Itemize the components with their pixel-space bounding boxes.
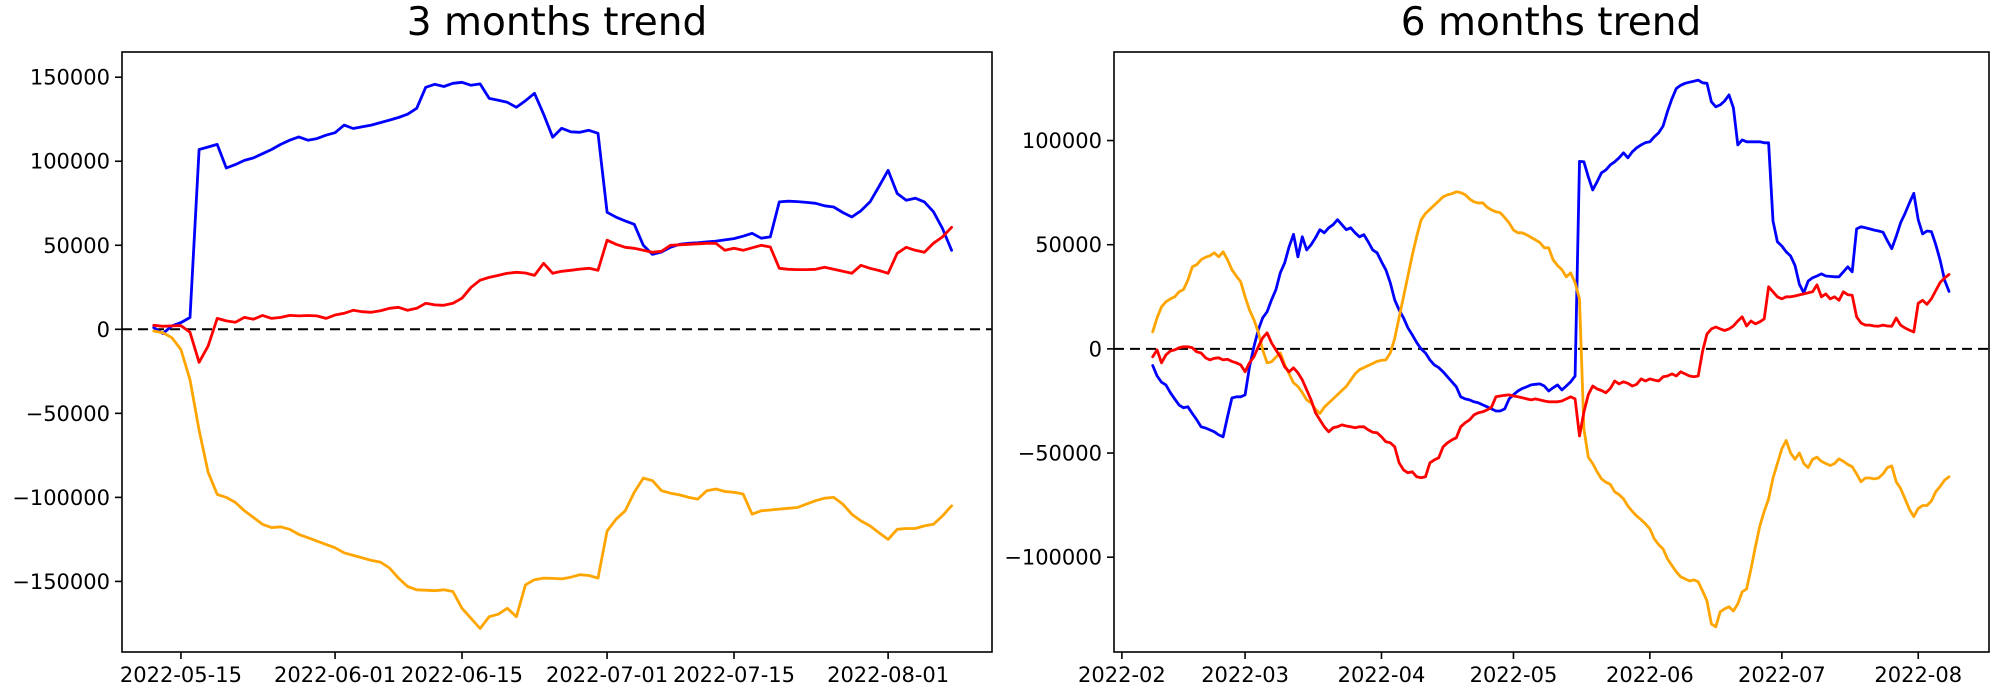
x-tick-label: 2022-05-15 <box>120 663 242 687</box>
x-tick-label: 2022-06 <box>1606 663 1694 687</box>
series-line-orange <box>152 329 953 630</box>
y-tick-label: −50000 <box>26 402 110 426</box>
series-line-blue <box>152 80 953 335</box>
series-line-red <box>152 225 953 364</box>
x-tick-label: 2022-07-15 <box>673 663 795 687</box>
y-tick-label: −100000 <box>12 486 110 510</box>
series-line-blue <box>1151 78 1951 439</box>
axes-3-months-trend: 150000 100000 50000 0 −50000 −100000 −150000 20… <box>12 51 993 687</box>
x-tick-label: 2022-02 <box>1078 663 1166 687</box>
y-tick-label: 0 <box>97 318 110 342</box>
y-tick-label: 0 <box>1089 337 1102 361</box>
chart-title-6-months: 6 months trend <box>1400 0 1702 45</box>
y-tick-label: 50000 <box>1035 233 1102 257</box>
y-tick-label: 150000 <box>30 66 110 90</box>
x-tick-label: 2022-06-01 <box>274 663 396 687</box>
x-tick-label: 2022-05 <box>1470 663 1558 687</box>
plot-border <box>121 51 993 653</box>
series-line-orange <box>1151 190 1951 629</box>
x-tick-label: 2022-03 <box>1201 663 1289 687</box>
x-tick-label: 2022-08 <box>1874 663 1962 687</box>
x-tick-label: 2022-07 <box>1738 663 1826 687</box>
x-tick-label: 2022-06-15 <box>401 663 523 687</box>
y-tick-label: −100000 <box>1004 546 1102 570</box>
series-line-red <box>1151 273 1951 480</box>
y-tick-label: 100000 <box>1022 129 1102 153</box>
y-tick-label: 100000 <box>30 150 110 174</box>
x-tick-label: 2022-07-01 <box>546 663 668 687</box>
chart-title-3-months: 3 months trend <box>406 0 708 45</box>
axes-6-months-trend: 100000 50000 0 −50000 −100000 2022-02 2022-03 2… <box>1004 51 1990 687</box>
y-tick-label: 50000 <box>43 234 110 258</box>
plot-border <box>1113 51 1990 653</box>
y-tick-label: −50000 <box>1018 442 1102 466</box>
x-tick-label: 2022-08-01 <box>827 663 949 687</box>
x-tick-label: 2022-04 <box>1338 663 1426 687</box>
y-tick-label: −150000 <box>12 570 110 594</box>
